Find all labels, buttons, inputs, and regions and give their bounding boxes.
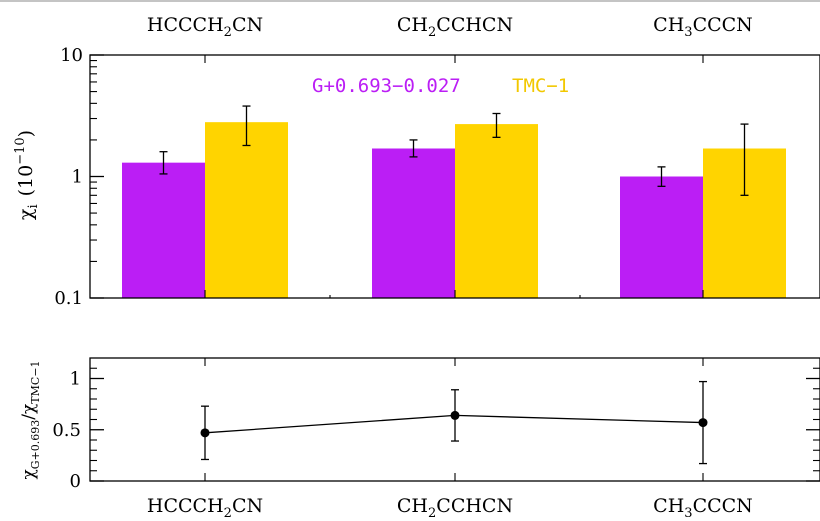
category-label: CH3CCCN <box>653 495 753 521</box>
category-label: CH3CCCN <box>653 14 753 40</box>
top-category-labels: HCCCH2CN CH2CCHCN CH3CCCN <box>147 14 753 40</box>
y-tick-label: 0.5 <box>52 420 81 441</box>
top-y-axis-label: χi(10−10) <box>13 130 41 220</box>
bar-1-hccch2cn <box>122 162 205 298</box>
top-ticks: 0.1 1 10 <box>54 45 704 309</box>
y-tick-label: 10 <box>60 45 83 66</box>
bar-1-ch2cchcn <box>372 148 455 298</box>
category-label: CH2CCHCN <box>397 14 513 40</box>
bottom-y-axis-label: χG+0.693/χTMC−1 <box>19 360 42 479</box>
bottom-series <box>200 380 708 465</box>
top-bars <box>122 122 786 299</box>
y-tick-label: 0.1 <box>54 288 83 309</box>
top-error-bars <box>159 105 749 196</box>
category-label: CH2CCHCN <box>397 495 513 521</box>
ratio-point-ch3cccn <box>698 418 708 428</box>
category-label: HCCCH2CN <box>147 14 263 40</box>
ratio-point-hccch2cn <box>200 428 210 438</box>
bar-1-ch3cccn <box>620 176 703 298</box>
bar-2-ch2cchcn <box>455 124 538 299</box>
bottom-category-labels: HCCCH2CN CH2CCHCN CH3CCCN <box>147 495 753 521</box>
legend-series-2: TMC−1 <box>512 75 569 97</box>
y-tick-label: 1 <box>72 167 83 188</box>
bottom-ticks: 00.51 <box>52 358 820 492</box>
y-tick-label: 0 <box>70 471 81 492</box>
category-label: HCCCH2CN <box>147 495 263 521</box>
bottom-panel: 00.51 HCCCH2CN CH2CCHCN CH3CCCN χG+0.693/χ… <box>19 357 820 521</box>
ratio-point-ch2cchcn <box>450 410 460 420</box>
y-tick-label: 1 <box>70 369 81 390</box>
bar-2-hccch2cn <box>205 122 288 299</box>
legend-series-1: G+0.693−0.027 <box>312 75 461 97</box>
top-panel: 0.1 1 10 HCCCH2CN CH2CCHCN CH3CCCN G+0.693−0… <box>13 14 820 309</box>
